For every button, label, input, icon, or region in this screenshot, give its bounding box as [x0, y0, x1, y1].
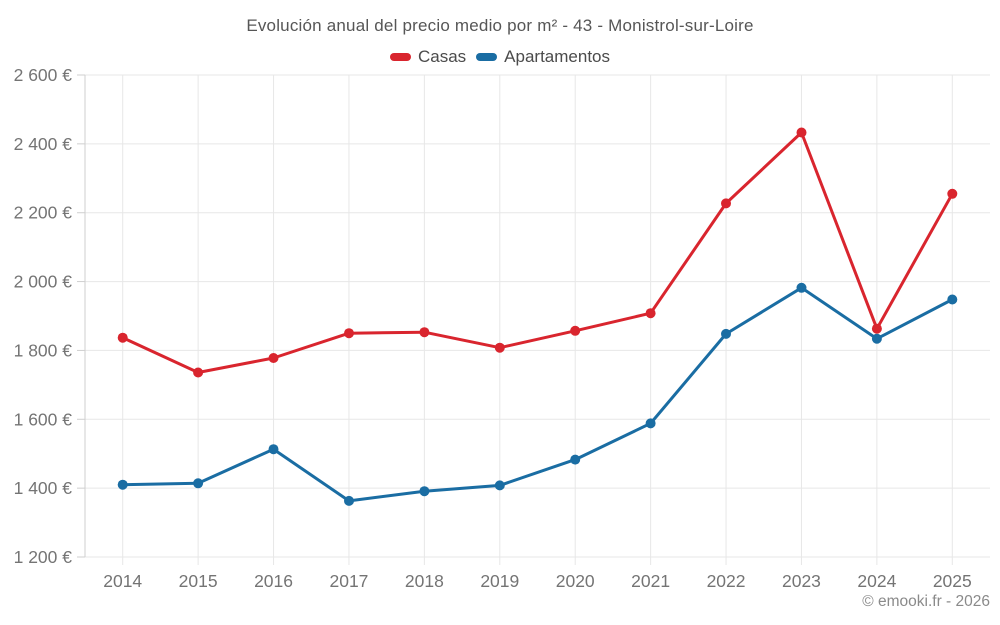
y-tick-label: 1 800 €	[14, 340, 73, 360]
legend-item-casas[interactable]: Casas	[389, 47, 467, 67]
series-line-apartamentos	[121, 286, 954, 503]
x-tick-label: 2022	[707, 571, 746, 591]
x-tick-label: 2015	[179, 571, 218, 591]
chart-legend: Casas Apartamentos	[0, 47, 1000, 67]
data-point-apartamentos-2020[interactable]	[570, 454, 581, 465]
x-tick-label: 2020	[556, 571, 595, 591]
chart-title: Evolución anual del precio medio por m² …	[246, 16, 754, 35]
data-point-casas-2017[interactable]	[344, 328, 354, 339]
x-tick-label: 2017	[329, 571, 368, 591]
data-point-casas-2021[interactable]	[645, 308, 656, 319]
data-point-apartamentos-2023[interactable]	[796, 282, 807, 293]
data-point-apartamentos-2025[interactable]	[947, 294, 958, 305]
y-tick-label: 1 600 €	[14, 409, 73, 429]
data-point-apartamentos-2019[interactable]	[494, 480, 505, 491]
legend-item-apartamentos[interactable]: Apartamentos	[476, 47, 610, 67]
casas-color-swatch-icon	[389, 53, 411, 61]
y-tick-label: 2 400 €	[14, 134, 73, 154]
data-point-apartamentos-2015[interactable]	[193, 478, 204, 489]
attribution-text: © emooki.fr - 2026	[862, 593, 990, 610]
data-point-apartamentos-2018[interactable]	[419, 486, 430, 497]
x-tick-label: 2014	[103, 571, 142, 591]
series-line-casas	[121, 131, 954, 374]
data-point-casas-2014[interactable]	[117, 332, 128, 343]
x-tick-label: 2016	[254, 571, 293, 591]
data-point-apartamentos-2021[interactable]	[645, 418, 656, 429]
x-tick-label: 2024	[857, 571, 896, 591]
data-point-casas-2024[interactable]	[871, 323, 882, 334]
data-point-casas-2016[interactable]	[268, 353, 279, 363]
y-tick-label: 2 200 €	[14, 203, 73, 223]
y-tick-label: 2 000 €	[14, 272, 73, 292]
x-tick-label: 2023	[782, 571, 821, 591]
data-point-apartamentos-2024[interactable]	[871, 333, 882, 344]
data-point-casas-2022[interactable]	[721, 198, 731, 209]
legend-label-apartamentos: Apartamentos	[504, 47, 611, 66]
data-point-casas-2019[interactable]	[494, 342, 505, 353]
data-point-apartamentos-2022[interactable]	[721, 328, 731, 339]
apartamentos-color-swatch-icon	[476, 53, 498, 61]
data-point-casas-2015[interactable]	[193, 367, 204, 378]
data-point-apartamentos-2017[interactable]	[344, 495, 354, 506]
y-tick-label: 1 400 €	[14, 478, 73, 498]
data-point-apartamentos-2016[interactable]	[268, 444, 279, 455]
y-tick-label: 1 200 €	[14, 547, 73, 567]
data-point-casas-2020[interactable]	[570, 325, 581, 336]
data-point-casas-2023[interactable]	[796, 127, 807, 138]
x-tick-label: 2019	[480, 571, 519, 591]
data-point-casas-2018[interactable]	[419, 327, 430, 338]
x-tick-label: 2021	[631, 571, 670, 591]
x-tick-label: 2025	[933, 571, 972, 591]
x-tick-label: 2018	[405, 571, 444, 591]
data-point-casas-2025[interactable]	[947, 188, 958, 199]
legend-label-casas: Casas	[417, 47, 467, 66]
y-tick-label: 2 600 €	[14, 65, 73, 85]
data-point-apartamentos-2014[interactable]	[117, 479, 128, 490]
